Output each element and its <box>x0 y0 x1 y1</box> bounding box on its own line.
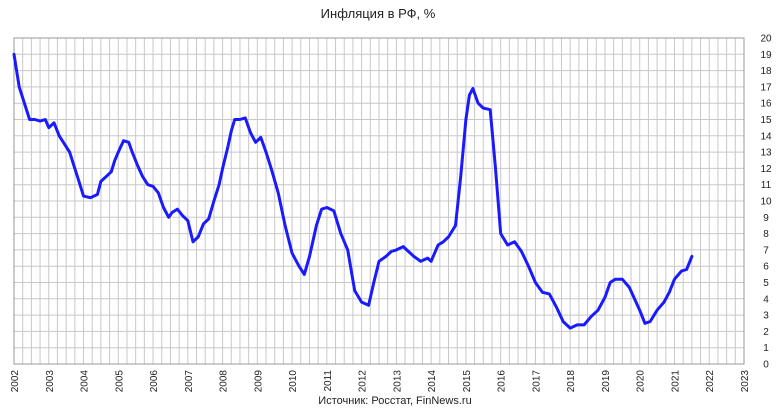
y-tick-label: 13 <box>760 148 772 159</box>
x-tick-label: 2009 <box>253 370 264 393</box>
y-tick-label: 18 <box>760 66 772 77</box>
x-tick-label: 2017 <box>531 370 542 393</box>
x-tick-label: 2021 <box>670 370 681 393</box>
y-tick-label: 17 <box>760 82 772 93</box>
x-tick-label: 2013 <box>392 370 403 393</box>
x-tick-label: 2011 <box>323 370 334 392</box>
y-tick-label: 16 <box>760 99 772 110</box>
x-tick-label: 2020 <box>636 370 647 393</box>
series-layer <box>12 52 694 330</box>
x-tick-label: 2007 <box>184 370 195 393</box>
y-tick-label: 8 <box>763 229 769 240</box>
x-tick-label: 2008 <box>219 370 230 393</box>
chart-title: Инфляция в РФ, % <box>321 6 436 21</box>
y-tick-label: 14 <box>760 131 772 142</box>
x-tick-label: 2023 <box>740 370 751 393</box>
inflation-series-line <box>12 52 694 330</box>
source-note: Источник: Росстат, FinNews.ru <box>318 395 471 407</box>
x-tick-label: 2005 <box>114 370 125 393</box>
x-tick-label: 2022 <box>705 370 716 393</box>
x-tick-labels: 2002 2003 2004 2005 2006 2007 2008 2009 2010 2011… <box>10 370 751 393</box>
x-tick-label: 2012 <box>358 370 369 393</box>
y-tick-label: 15 <box>760 115 772 126</box>
x-tick-label: 2019 <box>601 370 612 393</box>
y-tick-label: 6 <box>763 262 769 273</box>
x-tick-label: 2010 <box>288 370 299 393</box>
y-tick-label: 12 <box>760 164 772 175</box>
y-tick-label: 4 <box>763 294 769 305</box>
y-tick-label: 10 <box>760 197 772 208</box>
x-tick-label: 2006 <box>149 370 160 393</box>
x-tick-label: 2014 <box>427 370 438 393</box>
x-tick-label: 2004 <box>80 370 91 393</box>
y-tick-label: 9 <box>763 213 769 224</box>
plot-frame <box>13 37 745 365</box>
y-tick-label: 11 <box>761 180 772 191</box>
y-tick-label: 19 <box>760 50 772 61</box>
y-tick-label: 7 <box>763 245 769 256</box>
x-tick-label: 2016 <box>497 370 508 393</box>
x-tick-label: 2018 <box>566 370 577 393</box>
x-tick-label: 2015 <box>462 370 473 393</box>
grid-layer <box>13 37 745 365</box>
x-tick-label: 2002 <box>10 370 21 393</box>
y-tick-label: 1 <box>763 343 769 354</box>
y-tick-label: 2 <box>763 327 769 338</box>
x-tick-label: 2003 <box>45 370 56 393</box>
y-tick-label: 5 <box>763 278 769 289</box>
y-tick-label: 20 <box>760 34 772 45</box>
y-tick-label: 3 <box>763 311 769 322</box>
y-tick-label: 0 <box>763 360 769 371</box>
